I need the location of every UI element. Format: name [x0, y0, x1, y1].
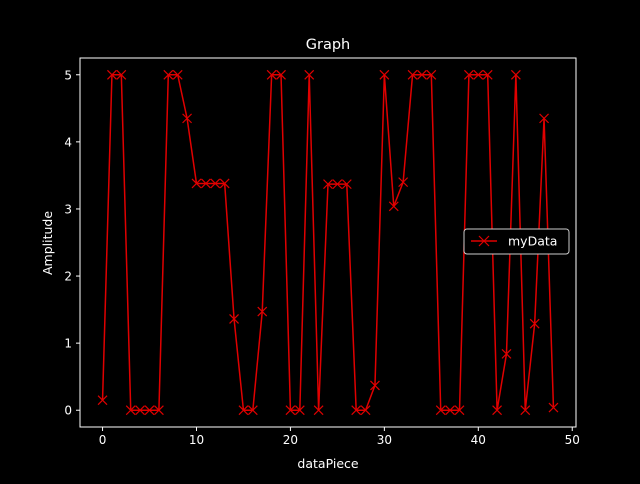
data-point-marker — [529, 318, 540, 329]
x-tick-label: 30 — [377, 433, 392, 447]
data-point-marker — [107, 69, 117, 80]
data-point-marker — [388, 201, 399, 212]
y-tick-label: 2 — [64, 270, 72, 284]
data-point-marker — [191, 178, 202, 189]
data-point-marker — [548, 402, 559, 413]
data-point-marker — [323, 179, 333, 190]
data-point-marker — [407, 69, 418, 80]
data-point-marker — [276, 69, 286, 80]
data-point-marker — [229, 314, 239, 324]
data-point-marker — [426, 69, 437, 80]
data-point-marker — [445, 405, 456, 416]
y-tick-label: 0 — [64, 404, 72, 418]
data-point-marker — [285, 405, 296, 416]
axes-frame — [79, 57, 577, 428]
data-point-marker — [341, 179, 352, 190]
data-point-marker — [360, 405, 371, 416]
data-point-marker — [210, 178, 221, 189]
data-point-marker — [370, 380, 380, 391]
x-tick-label: 0 — [99, 433, 107, 447]
data-point-marker — [463, 69, 474, 80]
data-point-marker — [398, 177, 409, 188]
data-point-marker — [247, 405, 258, 416]
x-tick-label: 20 — [283, 433, 298, 447]
data-point-marker — [520, 405, 531, 416]
y-tick-label: 1 — [64, 337, 72, 351]
legend-marker-sample — [478, 235, 490, 247]
y-tick-label: 3 — [64, 202, 72, 216]
data-point-marker — [501, 348, 512, 359]
y-tick-label: 4 — [64, 135, 72, 149]
data-point-marker — [435, 405, 446, 416]
data-point-marker — [135, 405, 146, 416]
data-point-marker — [116, 69, 127, 80]
x-tick-label: 40 — [471, 433, 486, 447]
data-point-marker — [482, 69, 493, 80]
data-point-marker — [332, 179, 343, 190]
data-point-marker — [144, 405, 155, 416]
data-point-marker — [219, 178, 230, 189]
data-point-marker — [200, 178, 211, 189]
data-point-marker — [238, 405, 249, 416]
x-axis-label: dataPiece — [297, 456, 358, 471]
data-point-marker — [125, 405, 136, 416]
data-point-marker — [351, 405, 362, 416]
x-tick-label: 50 — [565, 433, 580, 447]
data-point-marker — [163, 69, 174, 80]
chart-title: Graph — [306, 37, 350, 53]
data-point-marker — [294, 405, 305, 416]
y-tick-label: 5 — [64, 68, 72, 82]
data-point-marker — [153, 405, 164, 416]
data-point-marker — [473, 69, 484, 80]
data-point-marker — [266, 69, 277, 80]
data-point-marker — [417, 69, 427, 80]
data-point-marker — [379, 69, 390, 80]
data-point-marker — [304, 69, 315, 80]
data-point-marker — [172, 69, 183, 80]
y-axis-label: Amplitude — [40, 211, 55, 275]
data-point-marker — [539, 113, 549, 124]
data-point-marker — [510, 69, 521, 80]
data-point-marker — [182, 113, 193, 124]
plot-area: 0 10 20 30 40 50 0 1 2 3 4 5 — [64, 57, 580, 447]
x-tick-label: 10 — [189, 433, 204, 447]
data-point-marker — [454, 405, 465, 416]
legend-frame — [463, 228, 570, 255]
data-point-marker — [313, 405, 324, 416]
legend: myData — [463, 228, 570, 255]
legend-label-mydata: myData — [508, 234, 557, 249]
data-point-marker — [492, 405, 503, 416]
data-point-marker — [97, 395, 108, 406]
data-point-marker — [257, 306, 268, 317]
